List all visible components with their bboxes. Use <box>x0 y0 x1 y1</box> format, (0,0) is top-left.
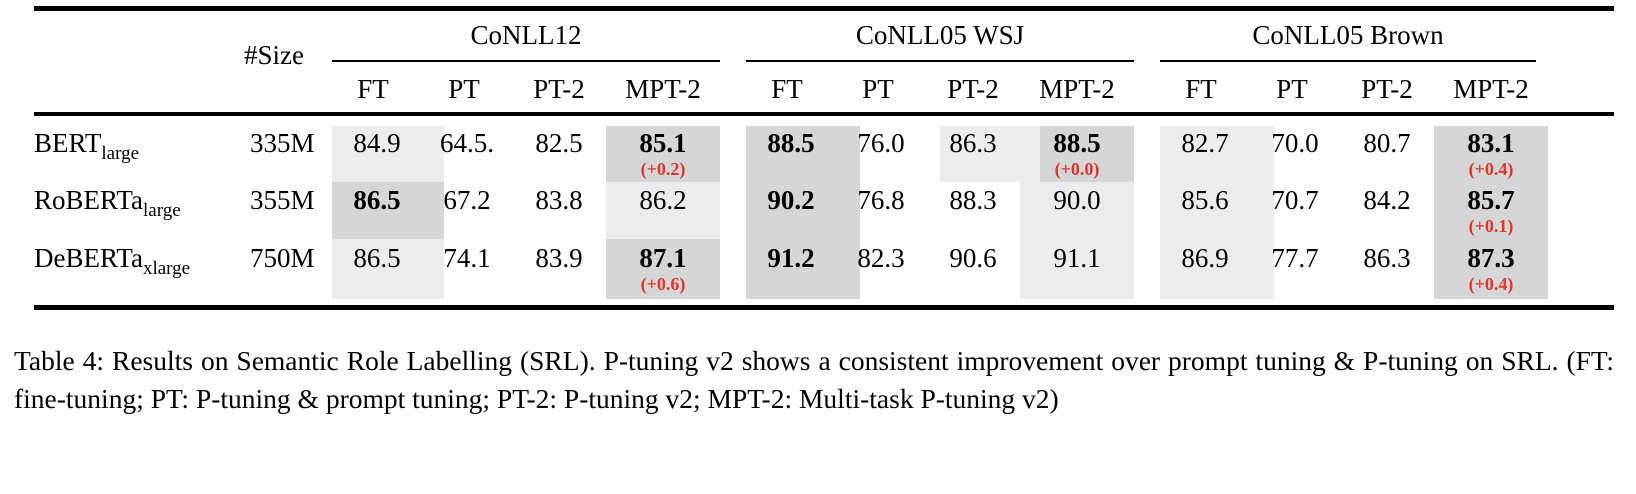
score-cell: 88.5 <box>767 128 815 158</box>
shade-block <box>606 239 720 299</box>
improvement-delta: (+0.2) <box>640 159 686 179</box>
score-cell: 83.8 <box>535 185 583 215</box>
score-cell: 70.7 <box>1271 185 1319 215</box>
score-cell: 82.5 <box>535 128 583 158</box>
score-cell: 86.5 <box>353 243 401 273</box>
score-cell: 67.2 <box>443 185 491 215</box>
score-cell: 80.7 <box>1363 128 1411 158</box>
score-cell: 86.5 <box>353 185 401 215</box>
score-cell: 77.7 <box>1271 243 1319 273</box>
column-header: PT-2 <box>947 74 999 104</box>
shade-block <box>1160 126 1274 299</box>
column-header: PT-2 <box>1361 74 1413 104</box>
model-name: DeBERTaxlarge <box>34 243 191 279</box>
column-header: PT <box>1276 74 1308 104</box>
group-header-conll05-brown: CoNLL05 Brown <box>1252 20 1444 50</box>
score-cell: 87.1 <box>639 243 687 273</box>
score-cell: 76.0 <box>857 128 905 158</box>
shade-block <box>332 239 444 299</box>
score-cell: 83.1 <box>1467 128 1515 158</box>
score-cell: 91.2 <box>767 243 815 273</box>
column-header: FT <box>1185 74 1217 104</box>
score-cell: 90.2 <box>767 185 815 215</box>
model-name: RoBERTalarge <box>34 185 181 221</box>
score-cell: 84.9 <box>353 128 401 158</box>
score-cell: 91.1 <box>1053 243 1101 273</box>
model-size: 355M <box>250 185 315 215</box>
shade-block <box>1434 126 1548 299</box>
score-cell: 86.3 <box>1363 243 1411 273</box>
score-cell: 88.5 <box>1053 128 1101 158</box>
shade-block <box>332 126 444 182</box>
results-table: #Size CoNLL12 CoNLL05 WSJ CoNLL05 Brown … <box>34 6 1614 324</box>
column-header: MPT-2 <box>1039 74 1115 104</box>
column-header: FT <box>771 74 803 104</box>
score-cell: 84.2 <box>1363 185 1411 215</box>
score-cell: 64.5. <box>440 128 494 158</box>
score-cell: 74.1 <box>443 243 491 273</box>
score-cell: 82.3 <box>857 243 905 273</box>
group-rule-conll12 <box>332 60 720 62</box>
shade-block <box>606 126 720 182</box>
score-cell: 82.7 <box>1181 128 1229 158</box>
model-size: 335M <box>250 128 315 158</box>
score-cell: 88.3 <box>949 185 997 215</box>
improvement-delta: (+0.0) <box>1054 159 1100 179</box>
score-cell: 90.0 <box>1053 185 1101 215</box>
score-cell: 86.3 <box>949 128 997 158</box>
bottom-rule <box>34 305 1614 310</box>
score-cell: 86.2 <box>639 185 687 215</box>
score-cell: 70.0 <box>1271 128 1319 158</box>
shade-block <box>746 126 860 299</box>
column-header: FT <box>357 74 389 104</box>
column-header: PT <box>862 74 894 104</box>
score-cell: 87.3 <box>1467 243 1515 273</box>
size-header: #Size <box>244 40 304 70</box>
shade-block <box>1040 126 1134 182</box>
group-header-conll12: CoNLL12 <box>470 20 582 50</box>
group-rule-conll05-wsj <box>746 60 1134 62</box>
score-cell: 90.6 <box>949 243 997 273</box>
shade-block <box>606 182 720 239</box>
improvement-delta: (+0.6) <box>640 274 686 294</box>
improvement-delta: (+0.4) <box>1468 274 1514 294</box>
column-header: PT-2 <box>533 74 585 104</box>
improvement-delta: (+0.4) <box>1468 159 1514 179</box>
shade-block <box>940 126 1040 182</box>
top-rule <box>34 6 1614 11</box>
score-cell: 85.6 <box>1181 185 1229 215</box>
shade-block <box>332 182 444 239</box>
group-rule-conll05-brown <box>1160 60 1536 62</box>
model-size: 750M <box>250 243 315 273</box>
column-header: PT <box>448 74 480 104</box>
improvement-delta: (+0.1) <box>1468 216 1514 236</box>
shade-block <box>1020 182 1134 299</box>
mid-rule <box>34 112 1614 116</box>
group-header-conll05-wsj: CoNLL05 WSJ <box>855 20 1025 50</box>
model-name: BERTlarge <box>34 128 140 164</box>
column-header: MPT-2 <box>625 74 701 104</box>
score-cell: 83.9 <box>535 243 583 273</box>
score-cell: 76.8 <box>857 185 905 215</box>
table-caption: Table 4: Results on Semantic Role Labell… <box>14 345 1614 414</box>
score-cell: 85.1 <box>639 128 687 158</box>
column-header: MPT-2 <box>1453 74 1529 104</box>
score-cell: 85.7 <box>1467 185 1515 215</box>
score-cell: 86.9 <box>1181 243 1229 273</box>
